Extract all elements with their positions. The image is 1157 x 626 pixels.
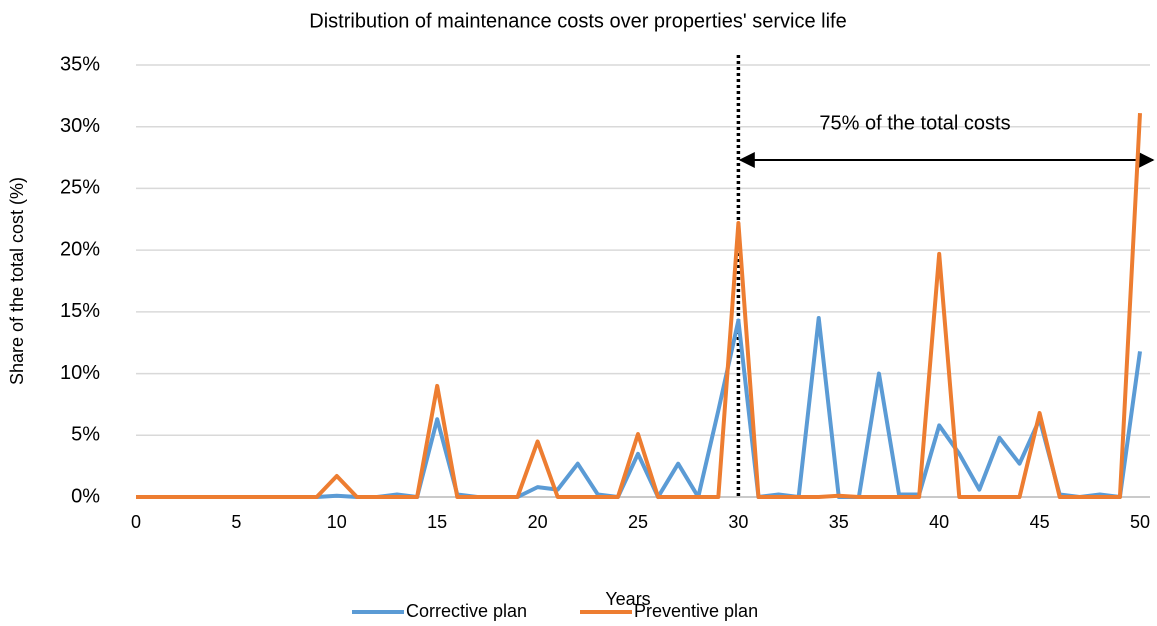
x-tick-label: 25 [628,512,648,532]
chart-title: Distribution of maintenance costs over p… [309,10,846,32]
y-tick-label: 10% [60,362,100,384]
x-axis-label: Years [605,589,650,609]
y-tick-label: 0% [71,485,100,507]
y-tick-label: 25% [60,177,100,199]
annotation-text: 75% of the total costs [819,112,1010,134]
y-tick-label: 15% [60,300,100,322]
y-axis-label: Share of the total cost (%) [7,177,27,385]
y-tick-label: 5% [71,424,100,446]
x-tick-label: 5 [231,512,241,532]
x-tick-label: 20 [528,512,548,532]
y-tick-label: 20% [60,238,100,260]
series-line [136,316,1142,499]
legend-label: Preventive plan [634,601,758,621]
y-tick-label: 35% [60,53,100,75]
x-tick-label: 35 [829,512,849,532]
x-tick-label: 30 [728,512,748,532]
x-tick-label: 40 [929,512,949,532]
x-tick-label: 50 [1130,512,1150,532]
series-line [136,113,1142,499]
x-tick-label: 10 [327,512,347,532]
x-tick-label: 45 [1030,512,1050,532]
legend-label: Corrective plan [406,601,527,621]
x-tick-label: 15 [427,512,447,532]
y-tick-label: 30% [60,115,100,137]
x-tick-label: 0 [131,512,141,532]
